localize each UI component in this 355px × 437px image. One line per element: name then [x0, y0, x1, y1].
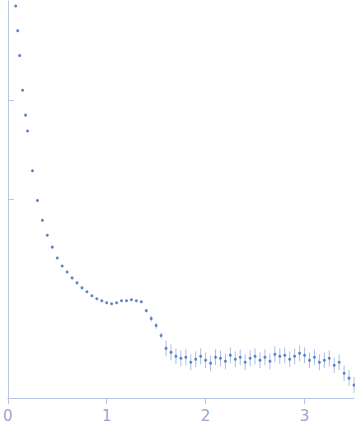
svg-text:1: 1 [102, 407, 112, 425]
svg-text:0: 0 [3, 407, 13, 425]
svg-text:2: 2 [201, 407, 211, 425]
svg-text:3: 3 [300, 407, 310, 425]
